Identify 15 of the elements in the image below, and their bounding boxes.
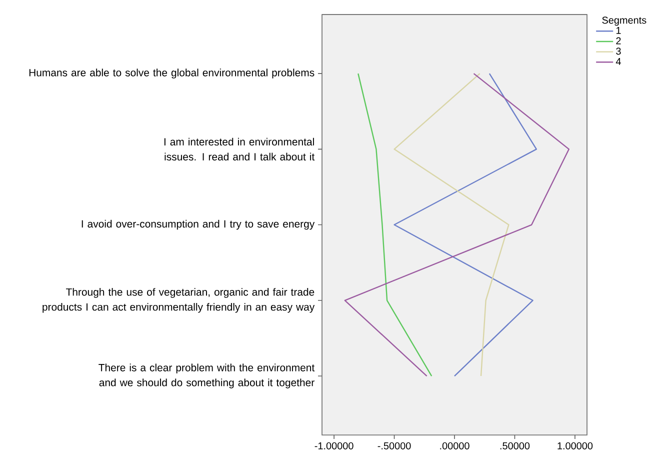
x-tick-label: 1.00000 (558, 442, 593, 450)
y-tick-label: Humans are able to solve the global environmental problems (29, 68, 314, 78)
y-tick-label: I avoid over-consumption and I try to save energy (82, 220, 315, 230)
x-tick-label: -.50000 (378, 442, 411, 450)
y-tick-label: I am interested in environmental issues. I read and I talk about it (164, 138, 315, 160)
legend-label: 3 (616, 48, 621, 55)
legend-label: 1 (616, 27, 621, 34)
x-tick-label: .00000 (440, 442, 470, 450)
x-tick-label: .50000 (500, 442, 530, 450)
y-tick-label: Through the use of vegetarian, organic and fair trade products I can act environmentally friendly in an easy way (42, 288, 315, 313)
y-tick-label: There is a clear problem with the environment and we should do something about it together (98, 364, 315, 388)
legend-title: Segments (602, 16, 646, 26)
legend-label: 4 (616, 58, 621, 65)
x-tick-label: -1.00000 (314, 442, 354, 450)
legend-label: 2 (616, 37, 621, 44)
